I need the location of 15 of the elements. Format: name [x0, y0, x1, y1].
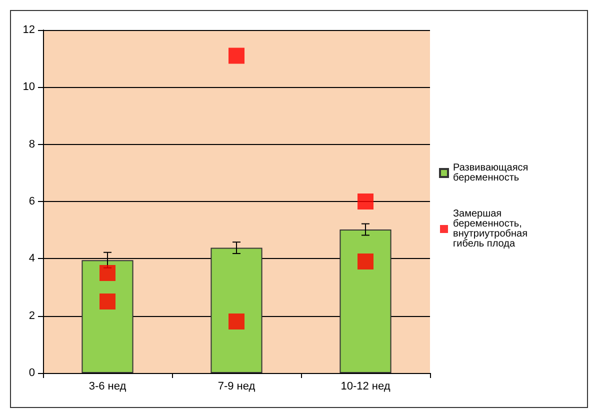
- x-tick-label: 10-12 нед: [340, 380, 391, 392]
- y-tick-label: 8: [28, 138, 35, 150]
- bar: [82, 260, 134, 373]
- y-tick-label: 12: [22, 24, 35, 36]
- y-tick-label: 6: [28, 196, 35, 208]
- y-tick-label: 4: [28, 252, 35, 265]
- x-tick-label: 7-9 нед: [218, 380, 256, 392]
- y-tick-label: 10: [22, 81, 35, 94]
- legend-label: Замершая беременность, внутриутробная гибель плода: [453, 208, 530, 250]
- y-tick-label: 0: [28, 367, 35, 379]
- y-tick-label: 2: [28, 310, 35, 322]
- bar: [340, 230, 392, 373]
- legend-label: Развивающаяся беременность: [453, 162, 531, 184]
- bar: [210, 248, 262, 373]
- x-tick-label: 3-6 нед: [88, 380, 127, 392]
